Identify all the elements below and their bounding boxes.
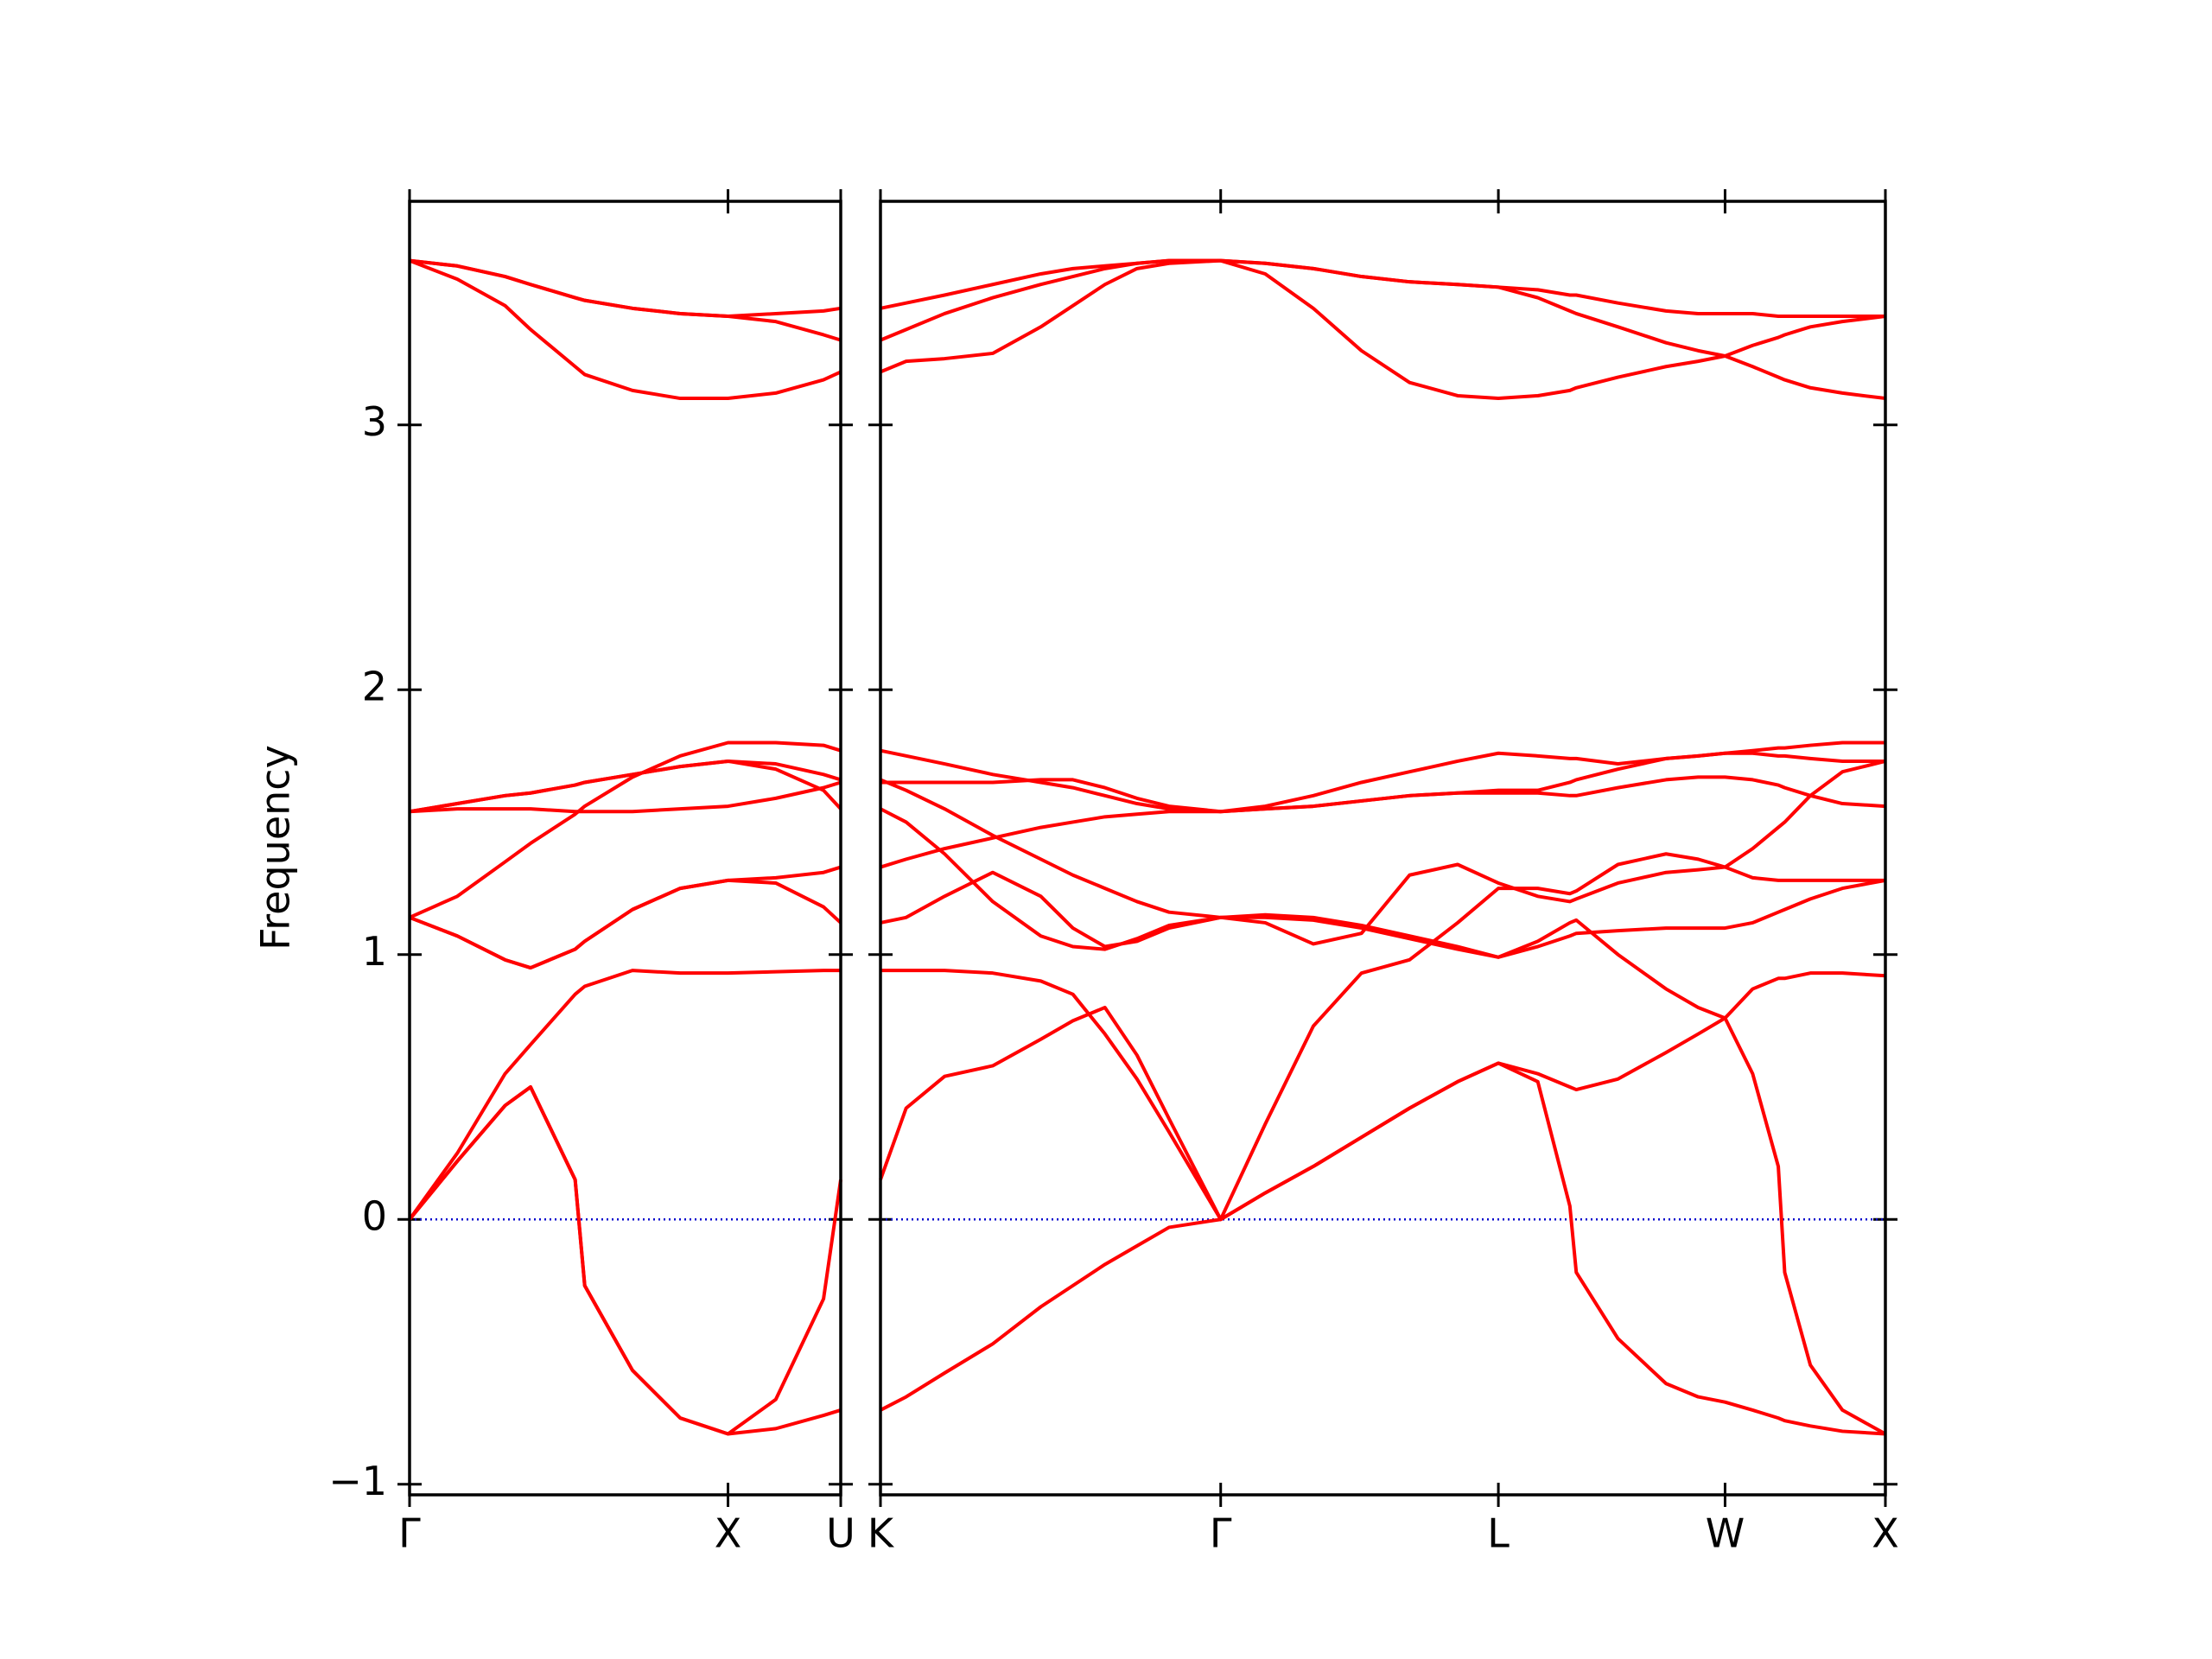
band-line xyxy=(409,780,842,814)
plot-frame xyxy=(408,200,842,1497)
band-line xyxy=(880,258,1886,401)
band-line xyxy=(409,878,842,970)
band-line xyxy=(880,748,1885,814)
band-line xyxy=(880,969,1886,1436)
band-line xyxy=(880,258,1885,319)
y-tick-label: 2 xyxy=(362,664,387,710)
x-tick-label: Γ xyxy=(1210,1510,1232,1557)
x-tick-label: Γ xyxy=(398,1510,421,1557)
band-line xyxy=(879,852,1885,1222)
y-tick-label: 3 xyxy=(362,398,387,445)
band-line xyxy=(880,760,1886,946)
y-axis-label: Frequency xyxy=(252,745,299,950)
band-line xyxy=(409,258,842,319)
band-line xyxy=(880,807,1886,959)
y-tick-label: −1 xyxy=(328,1458,387,1504)
band-line xyxy=(408,1084,842,1436)
x-tick-label: X xyxy=(1872,1510,1899,1557)
y-tick-label: 0 xyxy=(362,1193,387,1240)
band-line xyxy=(409,759,842,814)
band-line xyxy=(408,969,841,1221)
band-line xyxy=(409,258,842,401)
band-line xyxy=(880,870,1886,1436)
x-tick-label: L xyxy=(1487,1510,1510,1557)
band-line xyxy=(409,865,842,970)
y-tick-label: 1 xyxy=(362,928,387,975)
x-tick-label: K xyxy=(868,1510,895,1557)
band-line xyxy=(880,741,1885,814)
x-tick-label: X xyxy=(715,1510,742,1557)
x-tick-label: W xyxy=(1706,1510,1745,1557)
band-line xyxy=(409,258,842,342)
plot-frame xyxy=(879,200,1887,1497)
band-line xyxy=(409,741,842,919)
band-line xyxy=(409,759,842,814)
x-tick-label: U xyxy=(826,1510,855,1557)
